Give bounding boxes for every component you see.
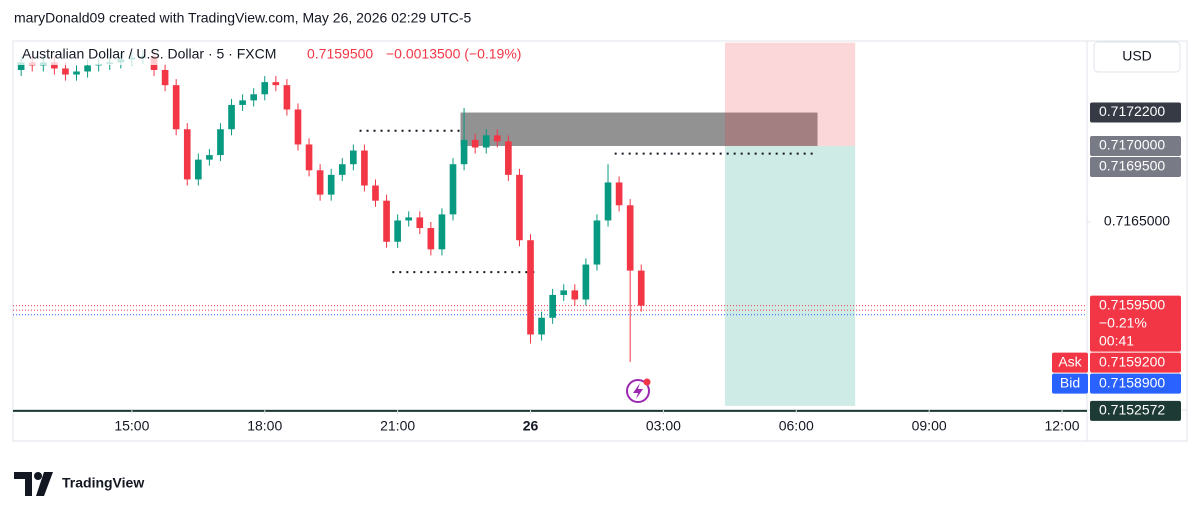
candle-body [516,174,523,241]
x-tick-label: 15:00 [114,418,149,434]
legend-last: 0.7159500 [307,46,373,62]
candle-body [361,150,368,186]
price-label-box [1090,400,1181,421]
plot [13,42,1087,412]
price-tag-box [1052,352,1088,373]
candle-body [228,104,235,130]
candle-body [637,270,645,306]
legend: Australian Dollar / U.S. Dollar · 5 · FX… [18,45,548,65]
price-tag-box [1052,373,1088,394]
zone [724,42,856,146]
candle-body [84,65,91,72]
candle-body [438,214,446,250]
candle-body [305,144,313,171]
candle-body [593,220,601,265]
candle-body [493,135,501,142]
candle-body [62,68,69,75]
currency: USD [1122,48,1152,64]
candle-body [172,85,180,130]
price-label-box [1090,135,1181,156]
price-label-sub: 00:41 [1099,332,1134,348]
logo [14,472,53,496]
price-label-box [1090,156,1181,177]
candle-body [560,290,568,295]
candle-body [183,129,191,180]
candle-body [73,71,80,75]
legend-bg [18,45,548,65]
candle-body [250,94,258,101]
candle-body [538,317,545,335]
price-tag: Ask [1058,353,1082,369]
logo-text: TradingView [62,475,144,491]
candle-body [505,141,512,175]
candle-body [217,129,224,156]
price-label-sub: −0.21% [1099,314,1147,330]
price-label: 0.7169500 [1099,158,1165,174]
candle-body [283,85,291,110]
candle-body [615,182,623,206]
candle-body [394,220,401,242]
price-label-box [1090,102,1181,123]
candle-body [427,228,435,250]
currency-box [1093,41,1181,73]
candle-body [350,150,357,165]
price-label: 0.7159200 [1099,353,1165,369]
candle-body [460,139,468,165]
legend-change: −0.0013500 (−0.19%) [386,46,521,62]
price-label: 0.7158900 [1099,374,1165,390]
x-tick-label: 12:00 [1044,418,1079,434]
candle-body [449,164,457,215]
price-tag: Bid [1060,374,1080,390]
price-label: 0.7170000 [1099,137,1165,153]
price-label: 0.7159500 [1099,296,1165,312]
candle-body [17,62,25,70]
price-label: 0.7152572 [1099,402,1165,418]
x-tick-label: 06:00 [779,418,814,434]
candle-body [604,182,612,221]
price-label-box [1090,295,1181,352]
candle-body [327,174,335,195]
candle-body [294,109,302,145]
x-tick-label: 21:00 [380,418,415,434]
candle-body [261,82,269,95]
candle-body [372,185,379,201]
candle-body [471,139,479,148]
frame [12,40,1188,442]
x-tick-label: 26 [523,418,539,434]
candle-body [338,164,346,175]
x-tick-label: 03:00 [646,418,681,434]
candle-body [405,217,413,221]
candle-body [571,290,579,300]
price-label-box [1090,352,1181,373]
candle-body [161,69,169,86]
candle-body [206,155,213,160]
candle-body [527,240,534,335]
candle-body [383,200,390,242]
candle-body [51,62,58,69]
zone [724,145,856,406]
header: maryDonald09 created with TradingView.co… [14,10,472,26]
candle-body [626,205,634,271]
zone [460,112,818,146]
candle-body [582,264,590,300]
x-tick-label: 09:00 [912,418,947,434]
price-label-box [1090,373,1181,394]
candle-body [416,217,424,229]
candle-body [549,294,556,318]
candle-body [482,135,490,148]
candle-body [316,170,324,195]
bolt-icon [626,378,651,403]
legend-title: Australian Dollar / U.S. Dollar · 5 · FX… [22,46,276,62]
candle-body [194,159,202,180]
candle-body [272,82,280,86]
y-tick-label: 0.7165000 [1104,213,1170,229]
x-tick-label: 18:00 [247,418,282,434]
price-label: 0.7172200 [1099,103,1165,119]
candle-body [239,100,246,105]
